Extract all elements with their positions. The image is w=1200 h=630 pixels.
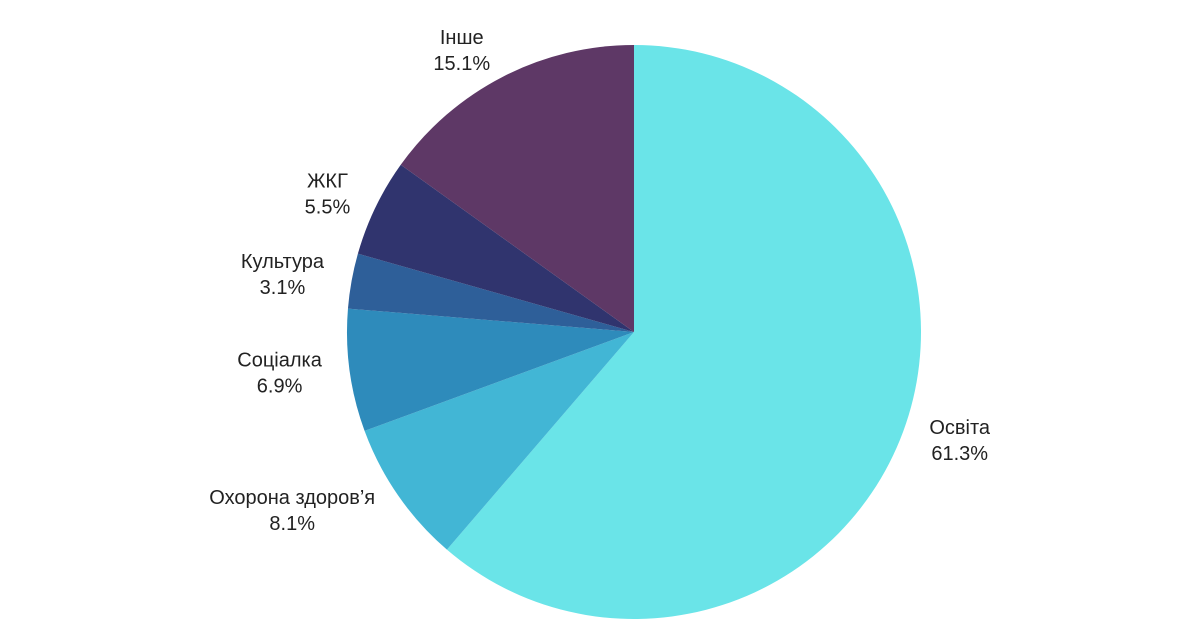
slice-value: 5.5% [305, 196, 351, 218]
pie-slice [347, 253, 634, 332]
slice-value: 3.1% [260, 277, 306, 299]
slice-value: 6.9% [257, 376, 303, 398]
slice-value: 15.1% [433, 53, 490, 75]
slice-label: ЖКГ [307, 170, 348, 192]
pie-slice [400, 45, 634, 332]
slice-label: Освіта [929, 417, 991, 439]
slice-label: Соціалка [237, 350, 322, 372]
pie-slice [357, 164, 634, 332]
slice-value: 8.1% [269, 513, 315, 535]
pie-slice [364, 332, 634, 550]
pie-slice [346, 308, 634, 431]
pie-slice [446, 44, 922, 619]
slice-label: Інше [440, 27, 484, 49]
slice-value: 61.3% [931, 443, 988, 465]
slice-label: Культура [241, 251, 325, 273]
slice-label: Охорона здоров’я [209, 487, 375, 509]
